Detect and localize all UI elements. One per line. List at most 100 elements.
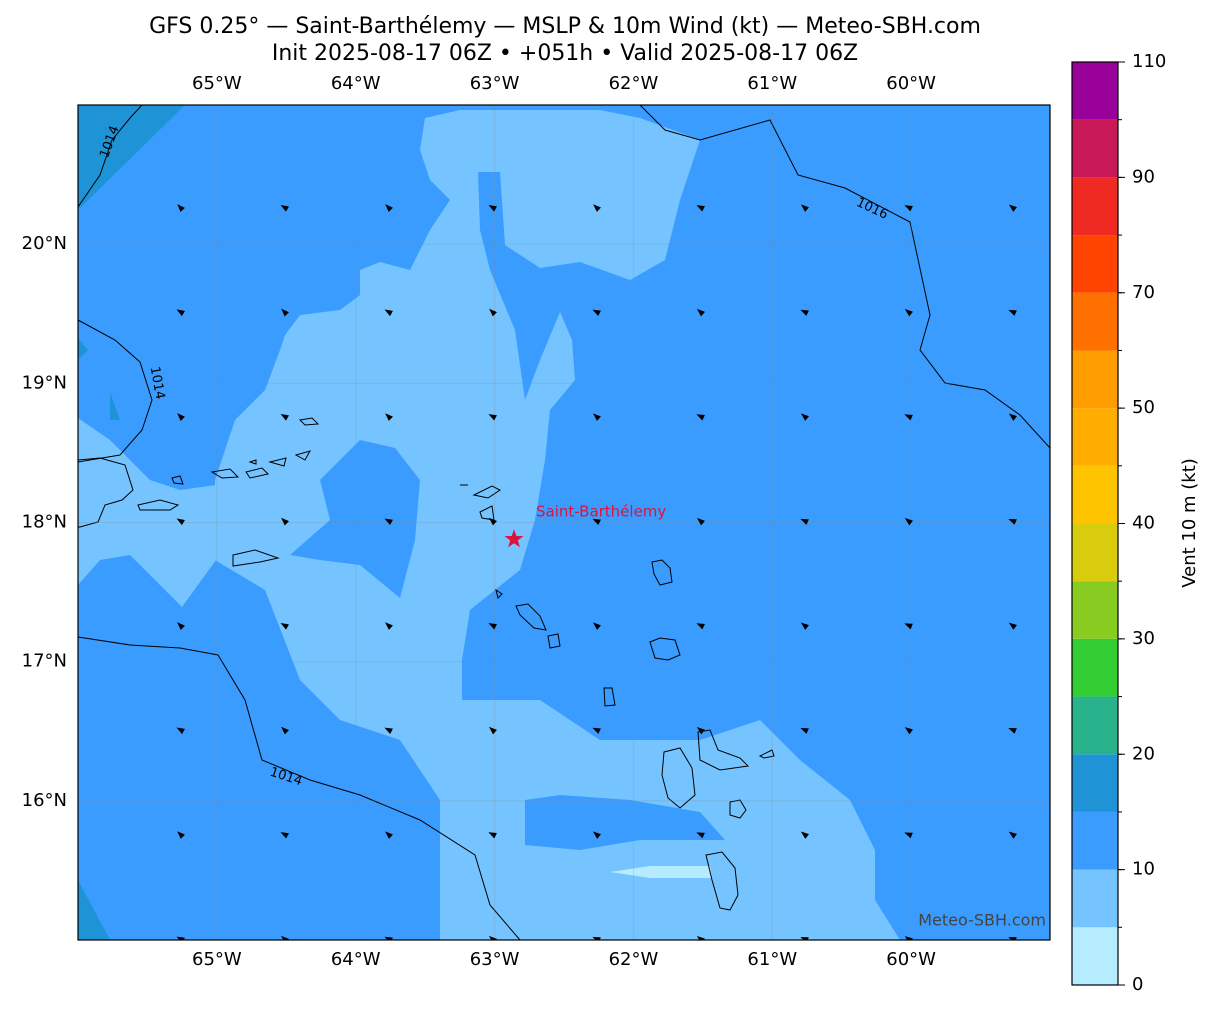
wind-arrow: [385, 204, 393, 212]
wind-arrow: [1008, 204, 1017, 212]
coastline: [649, 637, 681, 661]
wind-arrow: [384, 727, 393, 735]
wind-arrow: [488, 414, 497, 421]
coastline: [298, 417, 320, 426]
x-tick-label: 60°W: [886, 949, 936, 970]
wind-arrow: [904, 832, 913, 839]
wind-arrow: [800, 413, 809, 421]
wind-arrow: [281, 308, 289, 317]
wind-arrow: [385, 413, 393, 421]
wind-arrow: [1008, 728, 1017, 734]
colorbar-bin: [1072, 119, 1118, 178]
wind-arrow: [696, 414, 705, 421]
wind-fill: [215, 110, 900, 940]
map-area: [78, 105, 1050, 940]
wind-arrow: [1008, 518, 1017, 525]
x-tick-label: 65°W: [192, 949, 242, 970]
wind-barbs: [176, 204, 1017, 940]
colorbar-tick-label: 30: [1132, 628, 1155, 649]
colorbar-label: Vent 10 m (kt): [1179, 458, 1200, 588]
wind-arrow: [800, 727, 809, 734]
y-tick-label: 17°N: [22, 651, 67, 672]
isobars: [78, 105, 1050, 940]
isobar-label: 1014: [147, 365, 168, 400]
wind-arrow: [904, 205, 913, 212]
colorbar-bin: [1072, 927, 1118, 985]
x-tick-label: 65°W: [192, 73, 242, 94]
wind-arrow: [696, 205, 705, 212]
y-tick-label: 18°N: [22, 512, 67, 533]
wind-arrow: [800, 831, 809, 839]
wind-arrow: [1008, 831, 1017, 839]
wind-fill: [78, 880, 110, 940]
colorbar-bin: [1072, 62, 1118, 120]
wind-arrow: [800, 518, 809, 525]
wind-fill: [610, 866, 712, 878]
wind-arrow: [280, 414, 289, 421]
coastline: [171, 450, 312, 485]
colorbar-tick-label: 40: [1132, 513, 1155, 534]
wind-arrow: [385, 831, 393, 839]
colorbar-tick-label: 10: [1132, 859, 1155, 880]
wind-arrow: [176, 309, 185, 317]
coastline: [78, 457, 134, 528]
wind-arrow: [904, 623, 913, 630]
wind-arrow: [696, 517, 705, 526]
isobar: [78, 636, 521, 940]
wind-fill: [78, 338, 88, 360]
wind-arrow: [904, 518, 913, 526]
marker-label: Saint-Barthélemy: [536, 503, 666, 521]
wind-arrow: [592, 309, 601, 317]
coastline: [515, 603, 561, 649]
wind-arrow: [696, 726, 705, 735]
wind-fill: [525, 795, 725, 850]
map-subtitle: Init 2025-08-17 06Z • +051h • Valid 2025…: [272, 41, 858, 66]
map-title: GFS 0.25° — Saint-Barthélemy — MSLP & 10…: [149, 14, 981, 39]
wind-arrow: [592, 622, 601, 630]
wind-arrow: [177, 622, 185, 630]
wind-arrow: [800, 309, 809, 316]
wind-arrow: [592, 831, 601, 839]
wind-arrow: [488, 205, 497, 212]
wind-arrow: [384, 309, 393, 317]
colorbar-bin: [1072, 235, 1118, 293]
x-tick-label: 61°W: [747, 949, 797, 970]
wind-arrow: [1008, 622, 1017, 630]
wind-arrow: [176, 727, 185, 735]
wind-fill: [78, 105, 185, 210]
wind-arrow: [489, 726, 497, 735]
wind-arrow: [176, 518, 185, 526]
x-tick-label: 61°W: [747, 73, 797, 94]
coastline: [137, 499, 180, 511]
colorbar-bin: [1072, 754, 1118, 812]
colorbar-bin: [1072, 465, 1118, 524]
wind-arrow: [593, 413, 601, 421]
wind-arrow: [280, 832, 289, 839]
y-tick-label: 16°N: [22, 790, 67, 811]
wind-arrow: [385, 622, 393, 630]
colorbar-bin: [1072, 811, 1118, 870]
y-tick-label: 19°N: [22, 372, 67, 393]
colorbar-bin: [1072, 292, 1118, 351]
coastline: [661, 729, 750, 809]
coastline: [729, 749, 775, 819]
colorbar-bin: [1072, 408, 1118, 466]
colorbar-tick-label: 20: [1132, 743, 1155, 764]
coastlines: [78, 417, 775, 911]
colorbar-bin: [1072, 696, 1118, 755]
wind-fill: [310, 362, 335, 400]
colorbar-tick-label: 110: [1132, 51, 1166, 72]
wind-arrow: [800, 622, 809, 630]
grid: [78, 105, 1050, 940]
colorbar-bin: [1072, 638, 1118, 697]
wind-arrow: [904, 308, 913, 317]
wind-arrow: [593, 204, 601, 212]
wind-arrow: [697, 308, 705, 317]
x-tick-label: 63°W: [470, 73, 520, 94]
coastline: [705, 851, 739, 911]
y-tick-label: 20°N: [22, 233, 67, 254]
wind-arrow: [280, 623, 289, 630]
colorbar-bin: [1072, 177, 1118, 236]
wind-arrow: [592, 518, 601, 525]
